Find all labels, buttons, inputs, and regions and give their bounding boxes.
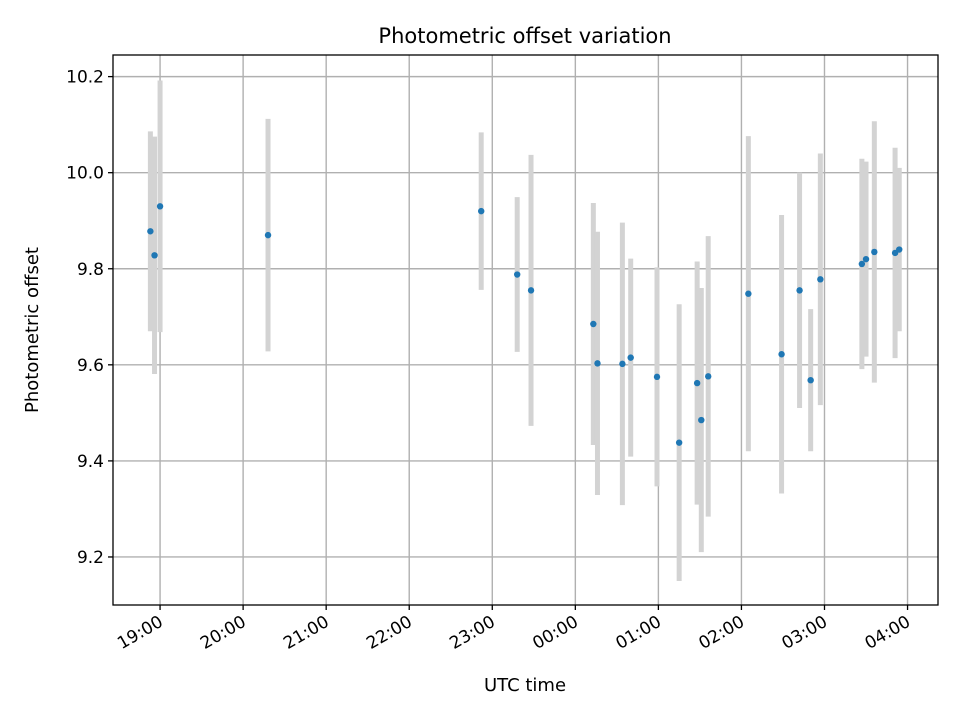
x-tick-label: 02:00 [696, 612, 748, 654]
y-tick-label: 9.8 [77, 260, 104, 280]
data-point [862, 255, 870, 263]
data-point [871, 248, 878, 256]
y-tick-label: 10.2 [66, 68, 104, 88]
data-point [778, 351, 785, 358]
data-point [653, 373, 661, 381]
x-tick-label: 00:00 [529, 612, 581, 654]
y-tick-label: 10.0 [66, 164, 104, 184]
data-point [478, 207, 485, 215]
plot-frame [112, 54, 939, 606]
data-point [817, 276, 824, 283]
data-point [151, 252, 158, 259]
data-points [147, 203, 903, 446]
grid-lines [113, 55, 938, 605]
y-tick-label: 9.2 [77, 548, 104, 568]
data-point [627, 354, 634, 361]
data-point [619, 360, 626, 368]
data-point [807, 376, 814, 384]
data-point [675, 439, 683, 446]
data-point [705, 373, 712, 380]
x-tick-label: 03:00 [779, 612, 831, 654]
data-point [156, 203, 164, 210]
error-bars [147, 80, 902, 581]
data-point [698, 416, 705, 424]
data-point [693, 379, 701, 387]
chart-title: Photometric offset variation [378, 24, 671, 48]
data-point [147, 228, 154, 235]
x-tick-label: 20:00 [197, 612, 249, 654]
data-point [594, 360, 601, 367]
x-tick-label: 21:00 [280, 612, 332, 654]
data-point [513, 271, 521, 278]
x-tick-label: 01:00 [612, 612, 664, 654]
data-point [896, 246, 903, 253]
x-tick-label: 23:00 [446, 612, 498, 654]
data-point [527, 287, 535, 294]
data-point [858, 260, 866, 268]
x-tick-label: 22:00 [363, 612, 415, 654]
y-tick-label: 9.4 [77, 452, 104, 472]
y-tick-label: 9.6 [77, 356, 104, 376]
data-point [264, 231, 272, 239]
x-tick-label: 19:00 [114, 612, 166, 654]
x-axis-label: UTC time [484, 675, 566, 696]
y-axis-label: Photometric offset [22, 247, 43, 413]
data-point [745, 290, 752, 297]
data-point [796, 287, 803, 294]
axis-ticks: 19:00 20:00 21:00 22:00 23:00 00:00 01:00 02:00… [66, 68, 914, 654]
x-tick-label: 04:00 [862, 612, 914, 654]
data-point [590, 320, 597, 328]
